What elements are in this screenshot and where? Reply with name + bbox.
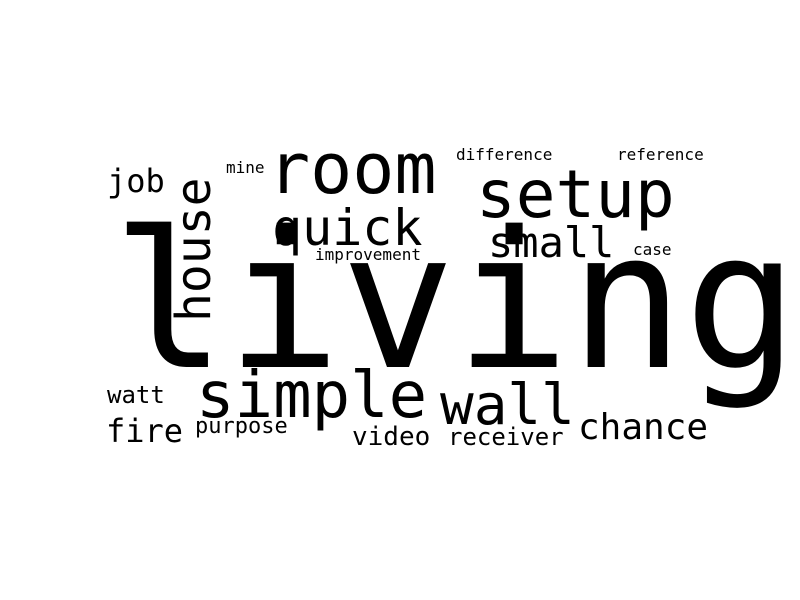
word-reference: reference [617,145,704,164]
word-living: living [112,191,799,412]
word-chance: chance [578,407,709,448]
word-purpose: purpose [195,414,288,439]
word-case: case [633,240,672,259]
word-simple: simple [196,359,428,433]
word-small: small [488,218,615,267]
word-improvement: improvement [315,245,421,264]
word-video: video [352,422,431,452]
word-quick: quick [272,199,423,257]
word-mine: mine [226,158,265,177]
word-house: house [166,177,222,323]
word-fire: fire [106,412,184,450]
word-setup: setup [476,156,675,233]
word-job: job [107,162,165,200]
word-wall: wall [440,373,575,438]
word-room: room [268,128,437,210]
word-watt: watt [107,381,165,409]
word-difference: difference [456,145,553,164]
word-receiver: receiver [448,423,564,451]
